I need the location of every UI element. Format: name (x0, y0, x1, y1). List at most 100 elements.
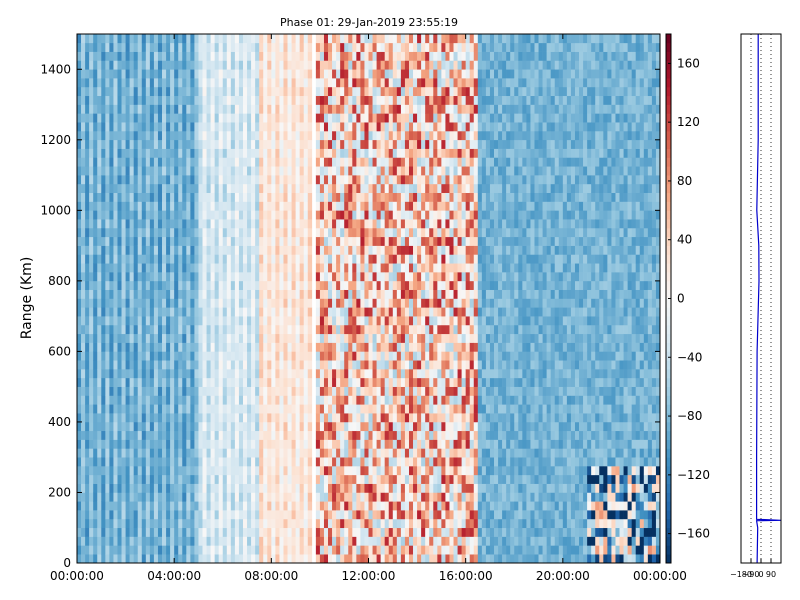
heatmap-cell (400, 527, 406, 537)
heatmap-cell (145, 166, 151, 176)
heatmap-cell (328, 307, 333, 317)
heatmap-cell (364, 192, 369, 202)
heatmap-cell (202, 86, 207, 97)
heatmap-cell (368, 439, 373, 449)
heatmap-cell (133, 421, 139, 432)
heatmap-cell (97, 245, 102, 255)
heatmap-cell (364, 527, 369, 537)
heatmap-cell (174, 175, 179, 185)
heatmap-cell (352, 448, 357, 458)
heatmap-cell (133, 245, 139, 255)
heatmap-cell (222, 157, 228, 167)
heatmap-cell (263, 466, 268, 476)
heatmap-cell (392, 518, 398, 529)
heatmap-cell (408, 536, 414, 546)
heatmap-cell (404, 448, 410, 458)
heatmap-cell (85, 254, 90, 264)
heatmap-cell (162, 139, 167, 149)
heatmap-cell (97, 60, 102, 70)
heatmap-cell (319, 86, 325, 97)
heatmap-cell (206, 413, 211, 423)
heatmap-cell (113, 377, 118, 387)
heatmap-cell (113, 245, 118, 255)
heatmap-cell (328, 474, 333, 484)
heatmap-cell (137, 183, 143, 193)
heatmap-cell (89, 280, 94, 290)
heatmap-cell (210, 104, 215, 114)
heatmap-cell (340, 430, 345, 440)
heatmap-cell (182, 536, 187, 546)
heatmap-cell (251, 175, 256, 185)
heatmap-cell (271, 227, 276, 238)
heatmap-cell (267, 113, 272, 123)
heatmap-cell (251, 227, 256, 238)
heatmap-cell (336, 289, 341, 299)
heatmap-cell (400, 351, 406, 361)
heatmap-cell (230, 69, 236, 79)
heatmap-cell (340, 324, 345, 335)
heatmap-cell (332, 130, 337, 141)
heatmap-cell (157, 342, 163, 352)
heatmap-cell (170, 148, 175, 158)
heatmap-cell (89, 236, 94, 246)
heatmap-cell (230, 254, 236, 264)
heatmap-cell (77, 60, 82, 70)
heatmap-cell (149, 95, 155, 105)
heatmap-cell (141, 157, 147, 167)
heatmap-cell (206, 42, 211, 52)
heatmap-cell (372, 377, 377, 387)
heatmap-cell (376, 113, 381, 123)
heatmap-cell (137, 421, 143, 432)
heatmap-cell (291, 139, 296, 149)
heatmap-cell (384, 527, 390, 537)
heatmap-cell (105, 139, 110, 149)
heatmap-cell (328, 201, 333, 211)
heatmap-cell (210, 42, 215, 52)
heatmap-cell (85, 324, 90, 335)
heatmap-cell (328, 236, 333, 246)
heatmap-cell (101, 60, 106, 70)
heatmap-cell (344, 474, 349, 484)
heatmap-cell (336, 219, 341, 229)
heatmap-cell (380, 175, 385, 185)
heatmap-cell (307, 272, 313, 282)
heatmap-cell (299, 139, 305, 149)
heatmap-cell (348, 34, 353, 44)
heatmap-cell (166, 183, 171, 193)
heatmap-cell (360, 130, 365, 141)
heatmap-cell (206, 34, 211, 44)
heatmap-cell (137, 527, 143, 537)
heatmap-cell (234, 289, 240, 299)
heatmap-cell (303, 360, 309, 370)
heatmap-cell (81, 272, 86, 282)
heatmap-cell (145, 395, 151, 405)
heatmap-cell (352, 386, 357, 396)
heatmap-cell (234, 307, 240, 317)
heatmap-cell (368, 554, 373, 564)
heatmap-cell (218, 395, 224, 405)
heatmap-cell (125, 263, 130, 273)
heatmap-cell (376, 474, 381, 484)
heatmap-cell (303, 157, 309, 167)
heatmap-cell (178, 166, 183, 176)
heatmap-cell (348, 421, 353, 432)
heatmap-cell (271, 448, 276, 458)
heatmap-cell (121, 351, 126, 361)
heatmap-cell (202, 307, 207, 317)
heatmap-cell (129, 360, 134, 370)
heatmap-cell (162, 492, 167, 502)
heatmap-cell (372, 324, 377, 335)
heatmap-cell (251, 536, 256, 546)
heatmap-cell (117, 413, 122, 423)
heatmap-cell (153, 448, 159, 458)
heatmap-cell (388, 554, 394, 564)
heatmap-cell (319, 439, 325, 449)
heatmap-cell (267, 457, 272, 467)
heatmap-cell (323, 369, 329, 379)
heatmap-cell (206, 201, 211, 211)
heatmap-cell (198, 360, 203, 370)
heatmap-cell (275, 307, 280, 317)
heatmap-cell (303, 501, 309, 511)
heatmap-cell (392, 501, 398, 511)
heatmap-cell (101, 210, 106, 220)
